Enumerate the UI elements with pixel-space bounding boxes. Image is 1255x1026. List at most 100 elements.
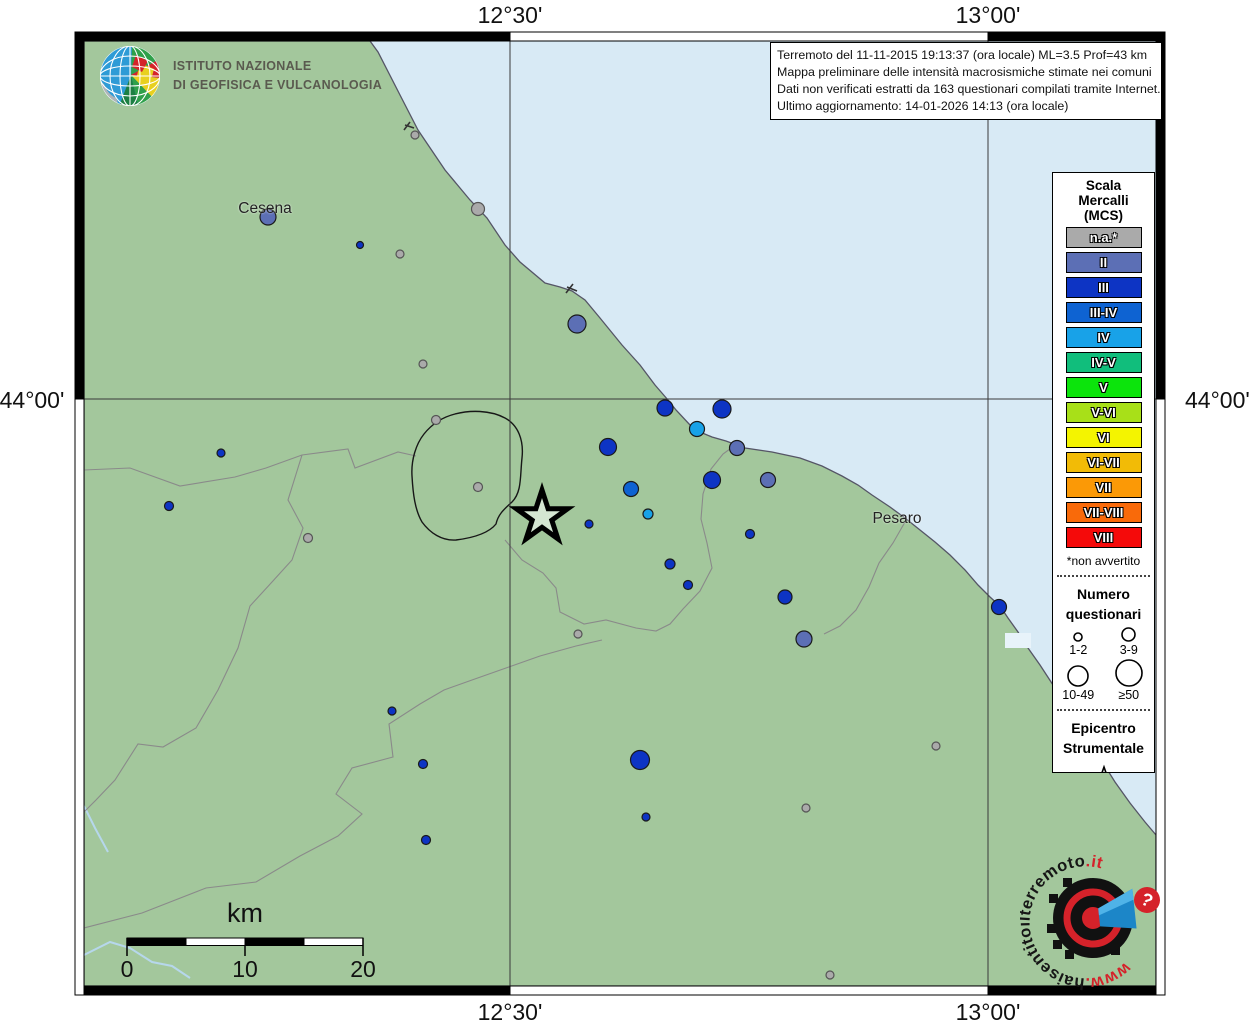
intensity-point-n.a. xyxy=(410,130,420,140)
mcs-scale-item: VI-VII xyxy=(1053,452,1154,473)
questionnaire-circle-icon xyxy=(1121,627,1137,642)
scalebar-tick-0: 0 xyxy=(121,956,134,982)
coast-pixel-patch xyxy=(1005,633,1031,648)
questionnaire-class-label: 3-9 xyxy=(1119,643,1138,657)
intensity-point-n.a. xyxy=(302,532,314,544)
megaphone-icon xyxy=(1098,888,1137,929)
intensity-point-II xyxy=(567,314,587,334)
epicenter-star-icon xyxy=(1100,764,1107,772)
mcs-scale-swatch: V xyxy=(1065,377,1142,398)
intensity-point-n.a. xyxy=(470,201,486,217)
harbour-icon xyxy=(403,121,578,294)
intensity-point-IV xyxy=(688,420,706,438)
questionnaire-circle-icon xyxy=(1067,665,1090,687)
legend-title: Scala Mercalli (MCS) xyxy=(1078,178,1129,223)
questionnaire-class: ≥50 xyxy=(1104,658,1155,702)
legend-footnote: *non avvertito xyxy=(1066,554,1141,568)
info-line-2: Mappa preliminare delle intensità macros… xyxy=(777,65,1152,80)
intensity-point-III xyxy=(641,812,651,822)
legend-divider-1 xyxy=(1057,575,1150,577)
mcs-scale-swatch: V-VI xyxy=(1065,402,1142,423)
epicenter-legend-title: Epicentro Strumentale xyxy=(1063,720,1144,756)
scalebar-tick-10: 10 xyxy=(232,956,258,982)
axis-label-lon-left-bottom: 12°30' xyxy=(477,999,543,1025)
mcs-scale-item: VIII xyxy=(1053,527,1154,548)
intensity-point-II xyxy=(259,208,277,226)
admin-boundaries xyxy=(84,445,906,929)
intensity-point-III xyxy=(702,470,722,490)
intensity-point-III xyxy=(598,437,618,457)
mcs-scale-swatch: III xyxy=(1065,277,1142,298)
ingv-name-line1: ISTITUTO NAZIONALE xyxy=(173,58,312,73)
questionnaire-class: 3-9 xyxy=(1104,626,1155,657)
mcs-scale-swatch: VI-VII xyxy=(1065,452,1142,473)
intensity-point-III xyxy=(744,528,756,540)
mcs-scale-item: IV xyxy=(1053,327,1154,348)
intensity-point-III xyxy=(664,558,676,570)
scalebar-unit: km xyxy=(227,898,263,928)
intensity-point-n.a. xyxy=(825,970,835,980)
mcs-scale-swatch: II xyxy=(1065,252,1142,273)
info-box: Terremoto del 11-11-2015 19:13:37 (ora l… xyxy=(770,42,1162,121)
info-line-4: Ultimo aggiornamento: 14-01-2026 14:13 (… xyxy=(777,99,1069,114)
scale-bar: km 0 10 20 xyxy=(121,898,376,982)
ingv-logo: ISTITUTO NAZIONALE DI GEOFISICA E VULCAN… xyxy=(98,44,382,108)
questionnaire-circle-icon xyxy=(1114,659,1143,687)
info-line-3: Dati non verificati estratti da 163 ques… xyxy=(777,82,1161,97)
intensity-point-III xyxy=(682,579,694,591)
branding-logo: ? www.haisentitoilterremoto.it xyxy=(1016,840,1166,992)
intensity-point-n.a. xyxy=(395,249,405,259)
questionnaire-class-label: ≥50 xyxy=(1118,688,1140,702)
ingv-name-line2: DI GEOFISICA E VULCANOLOGIA xyxy=(173,78,383,92)
intensity-point-III xyxy=(420,834,432,846)
axis-label-lon-right-top: 13°00' xyxy=(955,2,1021,28)
intensity-point-III xyxy=(163,500,175,512)
mcs-scale-item: III xyxy=(1053,277,1154,298)
intensity-point-III xyxy=(417,758,429,770)
mcs-scale-item: V xyxy=(1053,377,1154,398)
questionnaire-class: 10-49 xyxy=(1053,658,1104,702)
intensity-point-III xyxy=(656,399,674,417)
municipality-contour xyxy=(411,410,524,541)
intensity-point-III xyxy=(584,519,594,529)
mcs-scale-item: VII xyxy=(1053,477,1154,498)
mcs-scale-item: II xyxy=(1053,252,1154,273)
axis-label-lon-right-bottom: 13°00' xyxy=(955,999,1021,1025)
legend-divider-2 xyxy=(1057,709,1150,711)
intensity-point-n.a. xyxy=(472,481,484,493)
intensity-point-III xyxy=(712,399,732,419)
intensity-points-layer xyxy=(163,130,1008,980)
questionnaire-class-label: 1-2 xyxy=(1069,643,1088,657)
questionnaire-class: 1-2 xyxy=(1053,626,1104,657)
intensity-point-III-IV xyxy=(622,480,640,498)
intensity-point-II xyxy=(728,439,746,457)
info-line-1: Terremoto del 11-11-2015 19:13:37 (ora l… xyxy=(777,48,1148,62)
mcs-scale-swatch: VIII xyxy=(1065,527,1142,548)
intensity-point-n.a. xyxy=(801,803,811,813)
questionnaire-legend: 1-2 3-9 10-49 ≥50 xyxy=(1053,626,1154,702)
intensity-point-II xyxy=(795,630,813,648)
intensity-point-n.a. xyxy=(430,414,442,426)
intensity-point-n.a. xyxy=(573,629,583,639)
mcs-scale-item: VII-VIII xyxy=(1053,502,1154,523)
mcs-scale-item: III-IV xyxy=(1053,302,1154,323)
mcs-scale-item: VI xyxy=(1053,427,1154,448)
intensity-point-n.a. xyxy=(931,741,941,751)
axis-label-lon-left-top: 12°30' xyxy=(477,2,543,28)
mcs-scale-swatch: VI xyxy=(1065,427,1142,448)
mcs-scale-swatch: VII xyxy=(1065,477,1142,498)
mcs-scale-item: IV-V xyxy=(1053,352,1154,373)
graticule xyxy=(84,41,1156,986)
scalebar-tick-20: 20 xyxy=(350,956,376,982)
legend-panel: Scala Mercalli (MCS) n.a.* II III III-IV IV I… xyxy=(1052,172,1155,773)
axis-label-lat-right: 44°00' xyxy=(1185,387,1250,413)
intensity-point-III xyxy=(629,749,651,771)
mcs-scale-swatch: IV-V xyxy=(1065,352,1142,373)
river xyxy=(84,805,191,979)
intensity-point-III xyxy=(990,598,1008,616)
questionnaire-circle-icon xyxy=(1073,632,1084,642)
question-mark-icon: ? xyxy=(1134,887,1160,913)
map-frame xyxy=(74,31,1166,996)
city-label-pesaro: Pesaro xyxy=(872,510,921,527)
axis-label-lat-left: 44°00' xyxy=(0,387,65,413)
